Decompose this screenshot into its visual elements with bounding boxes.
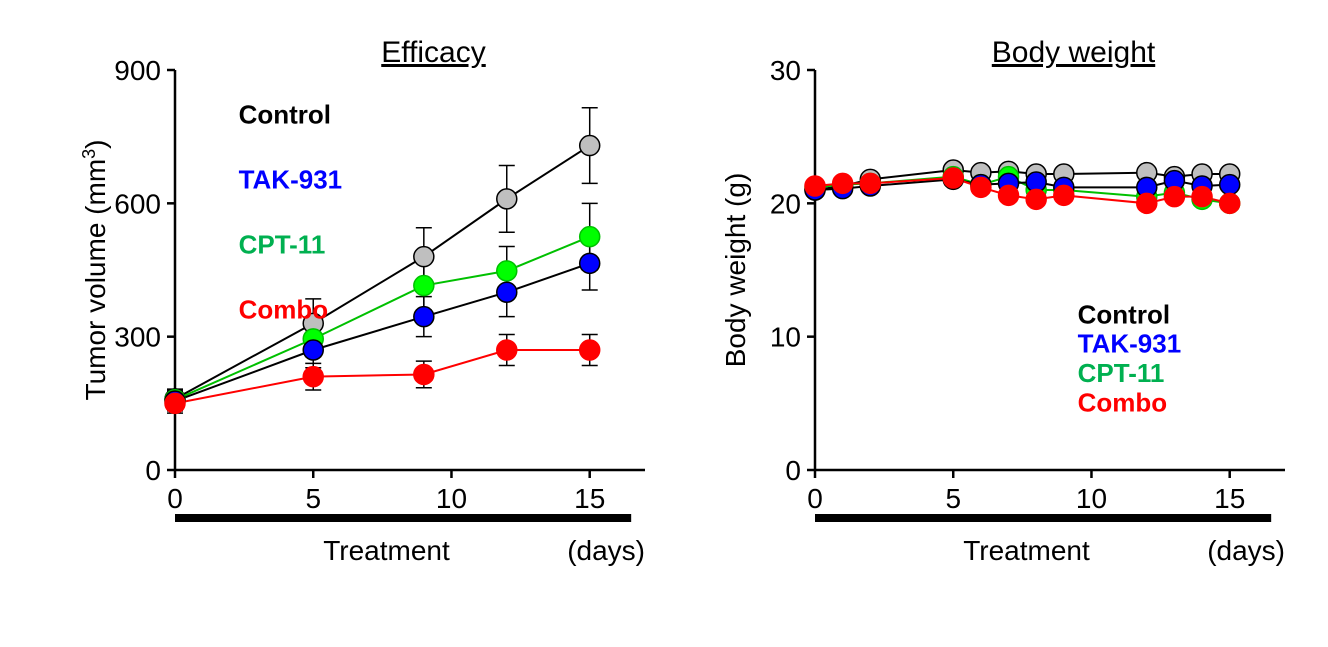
marker-combo [860,173,880,193]
ytick-label: 300 [114,322,161,353]
marker-combo [165,393,185,413]
legend-control: Control [1078,299,1170,329]
legend-combo: Combo [1078,387,1168,417]
y-axis-label: Tumor volume (mm3) [79,140,111,401]
ytick-label: 0 [785,455,801,486]
marker-control [414,247,434,267]
marker-tak931 [497,282,517,302]
series-line-combo [175,350,590,403]
xtick-label: 10 [1076,483,1107,514]
legend-cpt11: CPT-11 [239,229,326,259]
marker-combo [943,168,963,188]
marker-cpt11 [580,227,600,247]
legend-control: Control [239,99,331,129]
marker-combo [414,364,434,384]
marker-combo [1220,193,1240,213]
marker-control [580,136,600,156]
marker-tak931 [303,340,323,360]
ytick-label: 20 [770,188,801,219]
xtick-label: 15 [574,483,605,514]
marker-combo [1192,187,1212,207]
marker-combo [833,173,853,193]
marker-combo [999,185,1019,205]
marker-combo [971,177,991,197]
x-axis-label: Treatment [963,535,1090,566]
marker-cpt11 [497,261,517,281]
legend-tak931: TAK-931 [239,164,343,194]
marker-combo [497,340,517,360]
marker-cpt11 [414,276,434,296]
bodyweight-panel: Body weight 0 10 20 30 0 5 10 15 Body weight (g) T… [720,30,1300,590]
series-line-control [175,146,590,399]
ytick-label: 600 [114,188,161,219]
marker-combo [303,367,323,387]
efficacy-title: Efficacy [381,36,486,69]
xtick-label: 5 [945,483,961,514]
ytick-label: 0 [145,455,161,486]
marker-combo [1054,185,1074,205]
legend-cpt11: CPT-11 [1078,358,1165,388]
marker-combo [1164,187,1184,207]
figure-root: Efficacy0300600900051015Tumor volume (mm… [20,20,1328,627]
marker-tak931 [1220,175,1240,195]
bodyweight-title: Body weight [992,36,1156,69]
legend-combo: Combo [239,294,329,324]
xtick-label: 15 [1214,483,1245,514]
y-axis-label: Body weight (g) [720,173,751,368]
x-axis-unit: (days) [567,535,645,566]
x-axis-label: Treatment [323,535,450,566]
marker-combo [1026,189,1046,209]
series-line-tak931 [175,263,590,401]
legend-tak931: TAK-931 [1078,329,1182,359]
marker-tak931 [580,253,600,273]
ytick-label: 10 [770,322,801,353]
ytick-label: 900 [114,55,161,86]
xtick-label: 0 [167,483,183,514]
marker-tak931 [414,307,434,327]
xtick-label: 0 [807,483,823,514]
xtick-label: 10 [436,483,467,514]
marker-combo [1137,193,1157,213]
marker-control [497,189,517,209]
ytick-label: 30 [770,55,801,86]
x-axis-unit: (days) [1207,535,1285,566]
marker-combo [805,176,825,196]
marker-combo [580,340,600,360]
xtick-label: 5 [305,483,321,514]
efficacy-panel: Efficacy 0 300 600 900 0 5 10 15 Tumor volume (mm… [80,30,660,590]
